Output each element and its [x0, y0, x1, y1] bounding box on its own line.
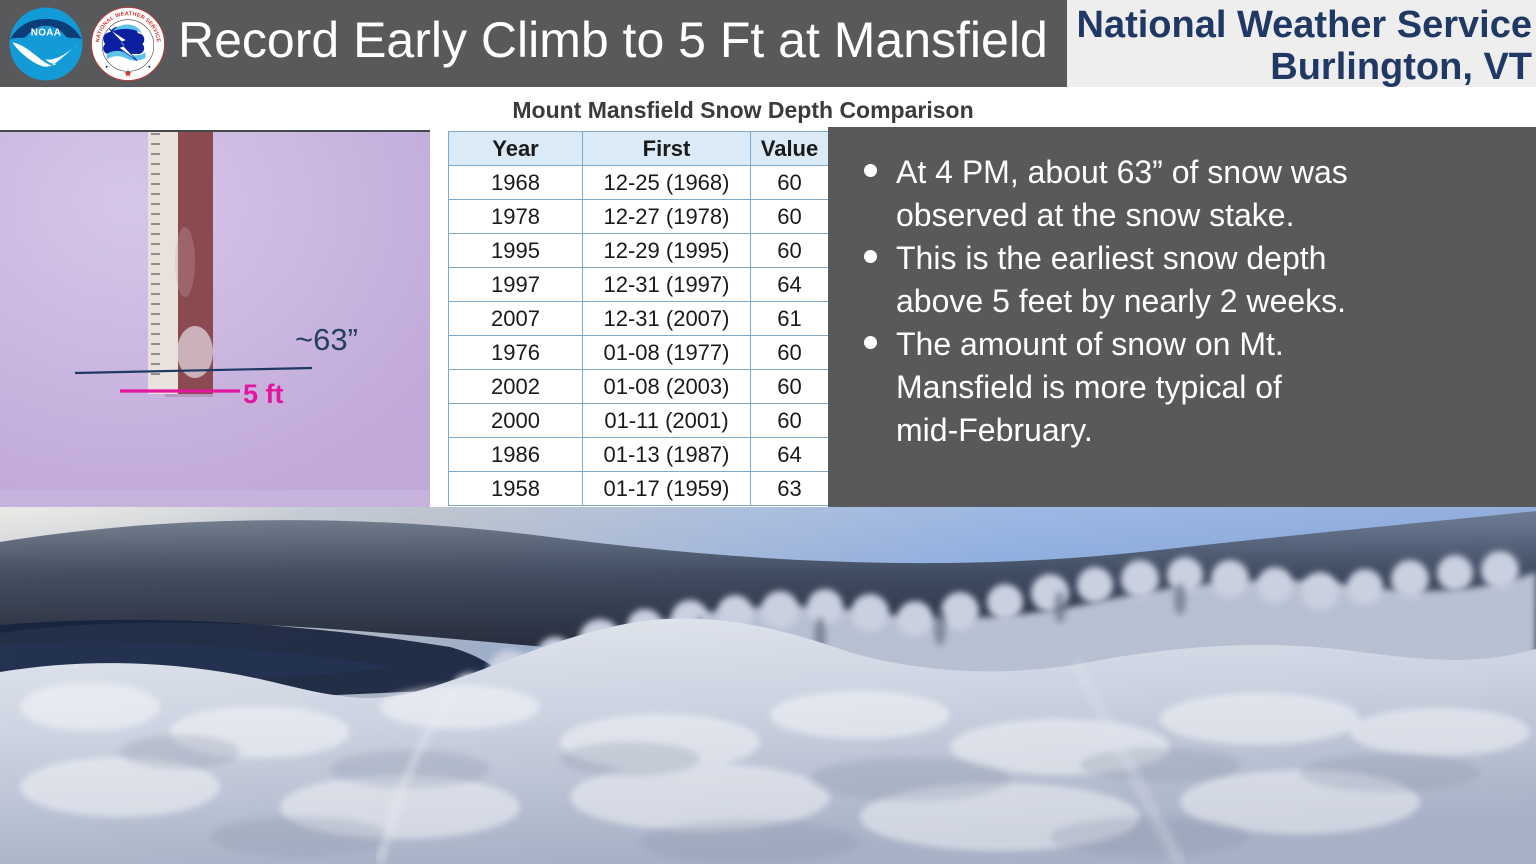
- svg-text:NOAA: NOAA: [31, 28, 62, 39]
- svg-text:~63”: ~63”: [295, 322, 358, 357]
- svg-text:5 ft: 5 ft: [243, 379, 284, 409]
